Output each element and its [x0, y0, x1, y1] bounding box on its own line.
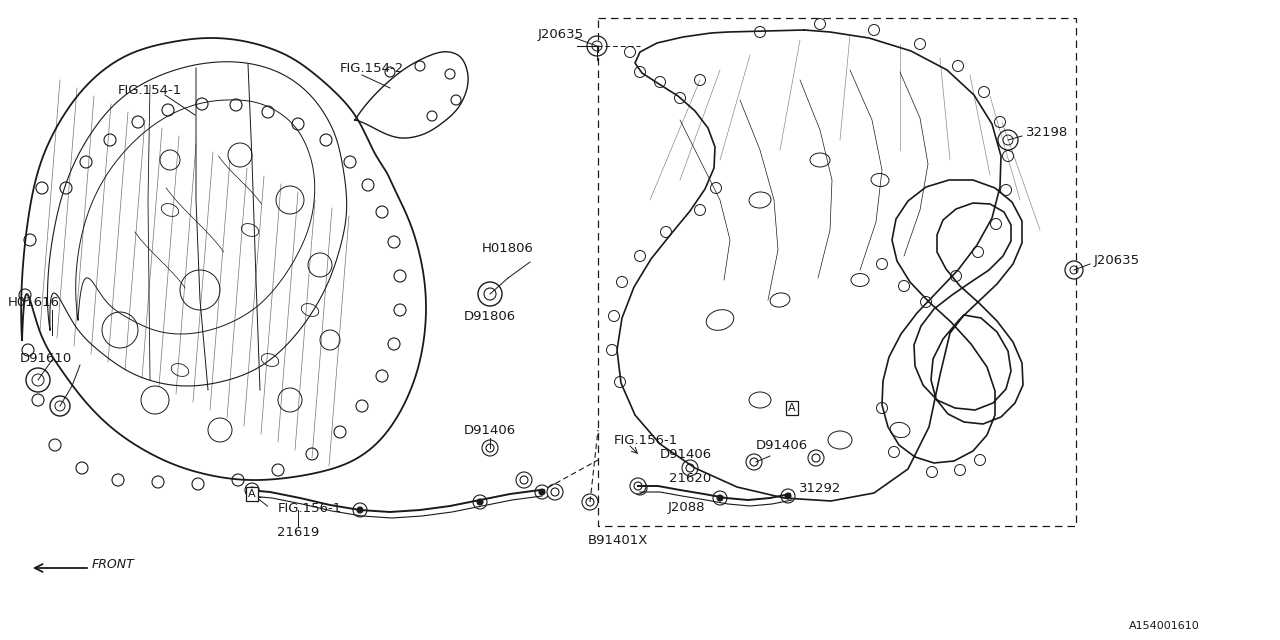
Circle shape: [713, 491, 727, 505]
Circle shape: [244, 483, 259, 497]
Circle shape: [1065, 261, 1083, 279]
Text: H01616: H01616: [8, 296, 60, 308]
Circle shape: [785, 493, 791, 499]
Circle shape: [717, 495, 723, 501]
Text: J20635: J20635: [538, 28, 584, 40]
Text: FRONT: FRONT: [92, 559, 134, 572]
Circle shape: [682, 460, 698, 476]
Text: D91406: D91406: [463, 424, 516, 436]
Circle shape: [630, 478, 646, 494]
Text: A: A: [248, 489, 256, 499]
Text: 31292: 31292: [799, 481, 841, 495]
Circle shape: [483, 440, 498, 456]
Text: H01806: H01806: [483, 241, 534, 255]
Circle shape: [539, 489, 545, 495]
Circle shape: [637, 485, 643, 491]
Text: D91610: D91610: [20, 351, 72, 365]
Text: FIG.156-1: FIG.156-1: [614, 433, 678, 447]
Circle shape: [547, 484, 563, 500]
Text: D91806: D91806: [463, 310, 516, 323]
Text: J2088: J2088: [667, 502, 705, 515]
Circle shape: [535, 485, 549, 499]
Circle shape: [781, 489, 795, 503]
Text: J20635: J20635: [1094, 253, 1140, 266]
Circle shape: [250, 487, 255, 493]
Circle shape: [50, 396, 70, 416]
Circle shape: [26, 368, 50, 392]
Text: FIG.154-1: FIG.154-1: [118, 83, 182, 97]
Text: 32198: 32198: [1027, 125, 1069, 138]
Text: A154001610: A154001610: [1129, 621, 1201, 631]
Circle shape: [477, 499, 483, 505]
Circle shape: [808, 450, 824, 466]
Text: D91406: D91406: [660, 447, 712, 461]
Text: 21619: 21619: [276, 525, 319, 538]
Text: B91401X: B91401X: [588, 534, 648, 547]
Text: FIG.156-1: FIG.156-1: [278, 502, 342, 515]
Circle shape: [484, 288, 497, 300]
Text: A: A: [788, 403, 796, 413]
Circle shape: [477, 282, 502, 306]
Text: FIG.154-2: FIG.154-2: [340, 61, 404, 74]
Circle shape: [634, 481, 646, 495]
Circle shape: [516, 472, 532, 488]
Circle shape: [474, 495, 486, 509]
Circle shape: [998, 130, 1018, 150]
Circle shape: [746, 454, 762, 470]
Circle shape: [582, 494, 598, 510]
Circle shape: [353, 503, 367, 517]
Text: D91406: D91406: [756, 438, 808, 451]
Text: 21620: 21620: [669, 472, 712, 484]
Circle shape: [357, 507, 364, 513]
Circle shape: [588, 36, 607, 56]
